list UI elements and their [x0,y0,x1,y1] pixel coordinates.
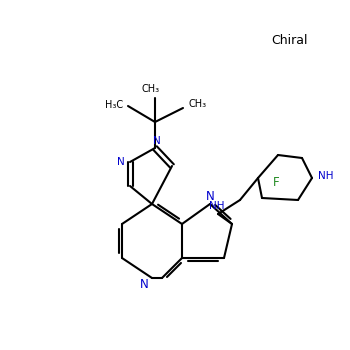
Text: N: N [206,189,214,203]
Text: H₃C: H₃C [105,100,123,110]
Text: NH: NH [209,201,225,211]
Text: Chiral: Chiral [272,34,308,47]
Text: N: N [153,136,161,146]
Text: NH: NH [318,171,334,181]
Text: N: N [140,278,148,290]
Text: N: N [117,157,125,167]
Text: CH₃: CH₃ [142,84,160,94]
Text: CH₃: CH₃ [189,99,207,109]
Text: F: F [273,175,279,189]
